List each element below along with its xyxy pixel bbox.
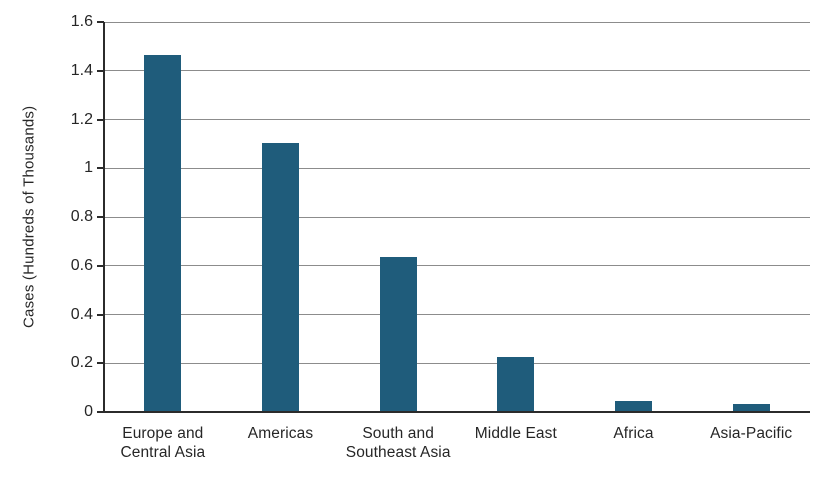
- y-tick-mark: [97, 118, 104, 121]
- x-category-label: South and Southeast Asia: [345, 425, 451, 461]
- y-tick-label: 1: [84, 159, 93, 177]
- y-tick-label: 0.8: [70, 208, 93, 225]
- x-axis-line: [103, 411, 810, 413]
- x-category-label: Africa: [613, 425, 654, 442]
- y-tick-label: 0.6: [70, 256, 93, 274]
- gridline: [104, 167, 810, 169]
- x-category-label: Asia-Pacific: [710, 425, 793, 442]
- gridline: [104, 362, 810, 364]
- y-axis-line: [103, 22, 105, 412]
- x-category-label: Europe and Central Asia: [120, 425, 206, 461]
- gridline: [104, 119, 810, 120]
- bar-europe-and-central-asia: [144, 55, 182, 411]
- y-tick-mark: [97, 21, 104, 23]
- x-category-label: Americas: [247, 425, 314, 442]
- y-tick-mark: [97, 216, 104, 218]
- bar-middle-east: [497, 357, 535, 411]
- y-tick-label: 1.2: [70, 110, 93, 128]
- bar-asia-pacific: [732, 403, 770, 411]
- bar-africa: [615, 401, 652, 411]
- y-tick-label: 0.4: [70, 305, 93, 323]
- y-tick-mark: [97, 411, 104, 413]
- y-tick-mark: [97, 167, 104, 170]
- y-tick-mark: [97, 264, 104, 267]
- y-tick-label: 0.2: [70, 354, 93, 372]
- x-category-label: Middle East: [474, 425, 557, 442]
- gridline: [104, 216, 810, 218]
- gridline: [104, 265, 810, 267]
- y-tick-label: 0: [84, 403, 93, 420]
- bar-americas: [262, 142, 299, 411]
- y-tick-mark: [97, 69, 104, 72]
- y-tick-label: 1.6: [70, 13, 93, 30]
- y-tick-mark: [97, 362, 104, 365]
- gridline: [104, 314, 810, 315]
- y-tick-label: 1.4: [70, 61, 93, 79]
- bar-south-and-southeast-asia: [379, 257, 417, 411]
- gridline: [104, 70, 810, 72]
- y-tick-mark: [97, 313, 104, 316]
- gridline: [104, 21, 810, 23]
